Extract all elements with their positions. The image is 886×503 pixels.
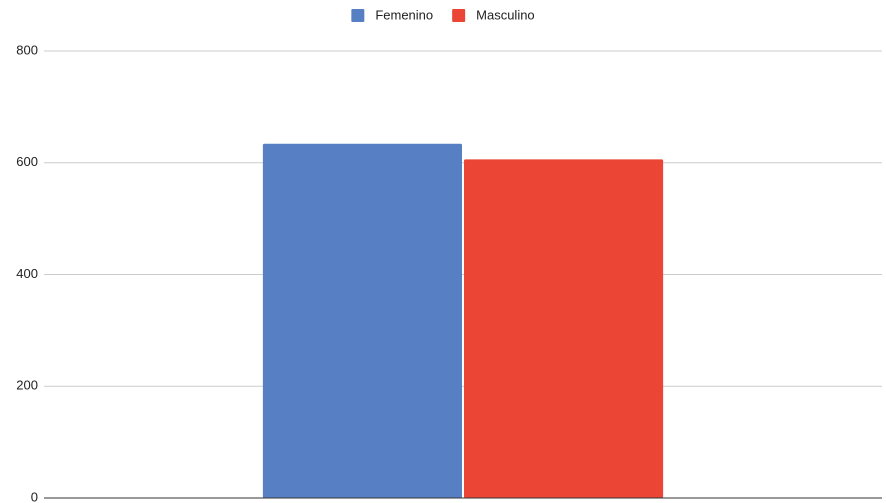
y-tick-label: 400 [16, 266, 38, 281]
bar [262, 143, 462, 498]
y-tick-label: 600 [16, 154, 38, 169]
legend-label: Masculino [476, 7, 535, 22]
legend-swatch [452, 9, 466, 22]
bar [464, 159, 664, 498]
y-tick-label: 200 [16, 378, 38, 393]
y-tick-label: 800 [16, 42, 38, 57]
legend-label: Femenino [375, 7, 433, 22]
y-tick-label: 0 [31, 489, 38, 503]
legend-swatch [351, 9, 365, 22]
